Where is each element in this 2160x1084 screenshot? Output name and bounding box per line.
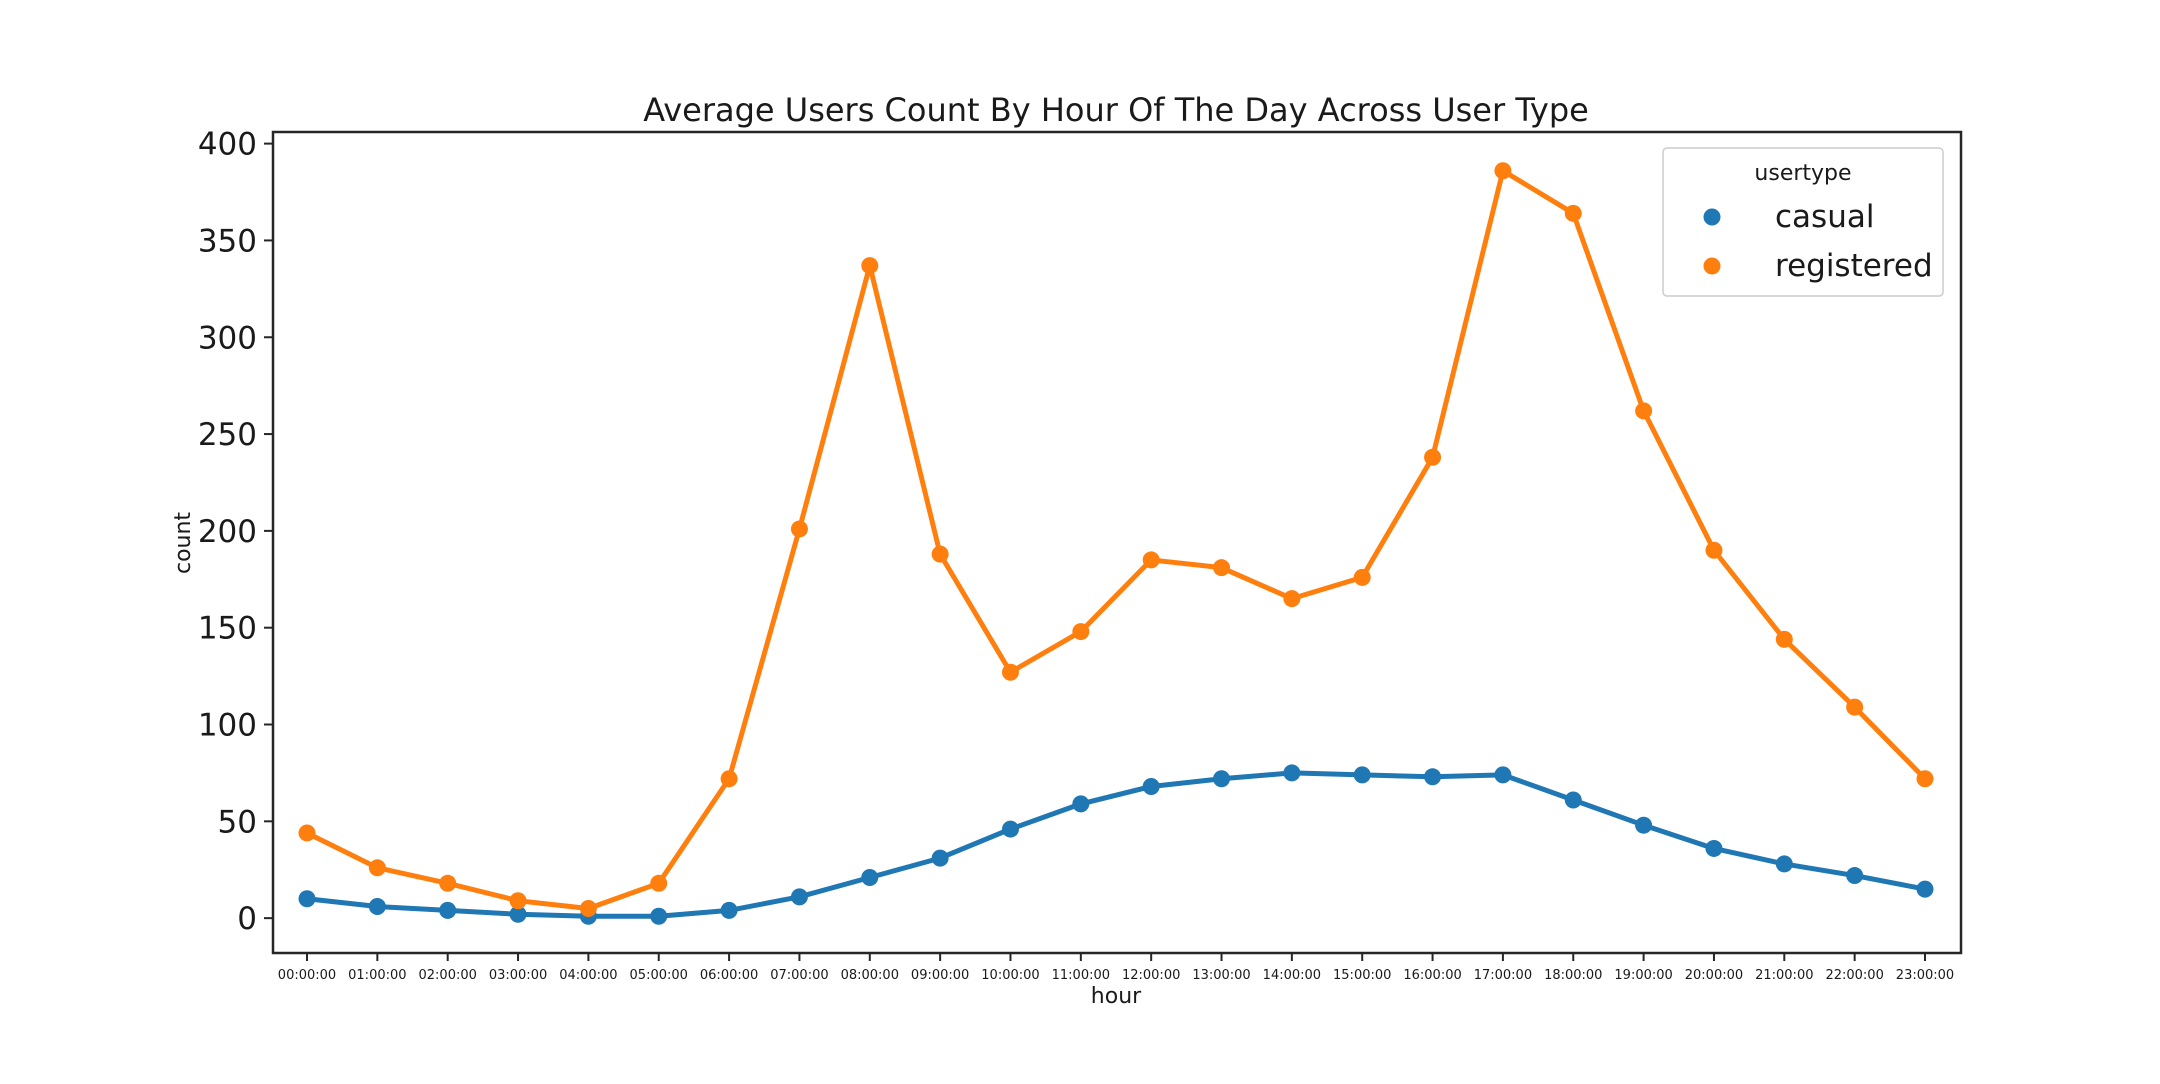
y-tick-label: 150 — [198, 611, 257, 647]
x-tick-label: 15:00:00 — [1333, 968, 1391, 983]
data-point-casual — [650, 907, 668, 925]
data-point-registered — [1353, 568, 1371, 586]
x-tick-label: 00:00:00 — [278, 968, 336, 983]
x-tick-label: 20:00:00 — [1685, 968, 1743, 983]
x-tick-label: 01:00:00 — [348, 968, 406, 983]
data-point-casual — [1564, 791, 1582, 809]
data-point-registered — [1142, 551, 1160, 569]
data-point-casual — [720, 901, 738, 919]
x-tick-label: 12:00:00 — [1122, 968, 1180, 983]
series-line-registered — [304, 168, 1928, 911]
data-point-registered — [1283, 590, 1301, 608]
data-point-registered — [439, 874, 457, 892]
y-tick-label: 400 — [198, 127, 257, 163]
data-point-casual — [1705, 839, 1723, 857]
y-tick-label: 0 — [237, 901, 257, 937]
plot-frame — [271, 130, 1963, 955]
plot-area: 0 50 100 150 200 250 300 350 400 00:00:00 01:00:00… — [198, 127, 1963, 983]
legend-label-registered: registered — [1775, 248, 1933, 284]
data-point-registered — [1916, 770, 1934, 788]
data-point-casual — [298, 890, 316, 908]
x-tick-label: 17:00:00 — [1474, 968, 1532, 983]
y-tick-label: 300 — [198, 320, 257, 356]
data-point-casual — [1283, 764, 1301, 782]
x-tick-label: 04:00:00 — [559, 968, 617, 983]
legend-items: casual registered — [1703, 199, 1933, 284]
data-point-registered — [720, 770, 738, 788]
x-tick-label: 05:00:00 — [630, 968, 688, 983]
x-tick-label: 19:00:00 — [1614, 968, 1672, 983]
data-point-casual — [1213, 770, 1231, 788]
data-point-casual — [931, 849, 949, 867]
data-point-registered — [509, 892, 527, 910]
data-point-registered — [579, 899, 597, 917]
legend-marker-registered — [1703, 257, 1721, 275]
x-axis-label: hour — [1091, 984, 1142, 1009]
y-tick-label: 350 — [198, 223, 257, 259]
x-tick-label: 10:00:00 — [981, 968, 1039, 983]
y-axis-label: count — [171, 512, 196, 574]
x-tick-label: 22:00:00 — [1825, 968, 1883, 983]
data-point-registered — [1494, 162, 1512, 180]
data-point-registered — [1424, 448, 1442, 466]
data-point-registered — [861, 257, 879, 275]
x-tick-label: 07:00:00 — [770, 968, 828, 983]
x-tick-label: 06:00:00 — [700, 968, 758, 983]
x-tick-label: 23:00:00 — [1896, 968, 1954, 983]
data-point-casual — [1775, 855, 1793, 873]
x-tick-label: 02:00:00 — [419, 968, 477, 983]
x-tick-label: 21:00:00 — [1755, 968, 1813, 983]
data-point-registered — [1564, 204, 1582, 222]
x-tick-label: 16:00:00 — [1403, 968, 1461, 983]
x-tick-label: 18:00:00 — [1544, 968, 1602, 983]
x-tick-label: 03:00:00 — [489, 968, 547, 983]
legend-frame — [1662, 147, 1944, 297]
data-point-casual — [509, 905, 527, 923]
data-point-registered — [650, 874, 668, 892]
data-point-casual — [1072, 795, 1090, 813]
data-point-registered — [1072, 623, 1090, 641]
data-point-casual — [1916, 880, 1934, 898]
data-point-casual — [1353, 766, 1371, 784]
y-tick-label: 50 — [218, 804, 257, 840]
y-tick-label: 100 — [198, 708, 257, 744]
data-point-registered — [1775, 630, 1793, 648]
data-point-registered — [1705, 541, 1723, 559]
legend-marker-casual — [1703, 208, 1721, 226]
data-point-casual — [368, 898, 386, 916]
data-point-casual — [1001, 820, 1019, 838]
data-point-registered — [1213, 559, 1231, 577]
data-point-registered — [790, 520, 808, 538]
data-point-registered — [368, 859, 386, 877]
legend-label-casual: casual — [1775, 199, 1874, 235]
x-tick-label: 14:00:00 — [1263, 968, 1321, 983]
data-point-casual — [861, 868, 879, 886]
x-tick-label: 08:00:00 — [841, 968, 899, 983]
y-tick-label: 250 — [198, 417, 257, 453]
x-tick-label: 09:00:00 — [911, 968, 969, 983]
legend-title: usertype — [1754, 161, 1851, 186]
x-tick-label: 11:00:00 — [1052, 968, 1110, 983]
data-point-casual — [790, 888, 808, 906]
x-tick-label: 13:00:00 — [1192, 968, 1250, 983]
data-point-registered — [1846, 698, 1864, 716]
data-point-registered — [1635, 402, 1653, 420]
data-point-casual — [1635, 816, 1653, 834]
data-point-registered — [1001, 663, 1019, 681]
series-line-casual — [304, 770, 1928, 919]
chart-title: Average Users Count By Hour Of The Day A… — [643, 91, 1589, 129]
data-point-casual — [439, 901, 457, 919]
data-point-casual — [1846, 867, 1864, 885]
data-point-casual — [1424, 768, 1442, 786]
data-point-registered — [298, 824, 316, 842]
data-point-casual — [1142, 777, 1160, 795]
data-point-casual — [1494, 766, 1512, 784]
legend: usertype casual registered — [1662, 147, 1944, 297]
y-tick-label: 200 — [198, 514, 257, 550]
data-point-registered — [931, 545, 949, 563]
